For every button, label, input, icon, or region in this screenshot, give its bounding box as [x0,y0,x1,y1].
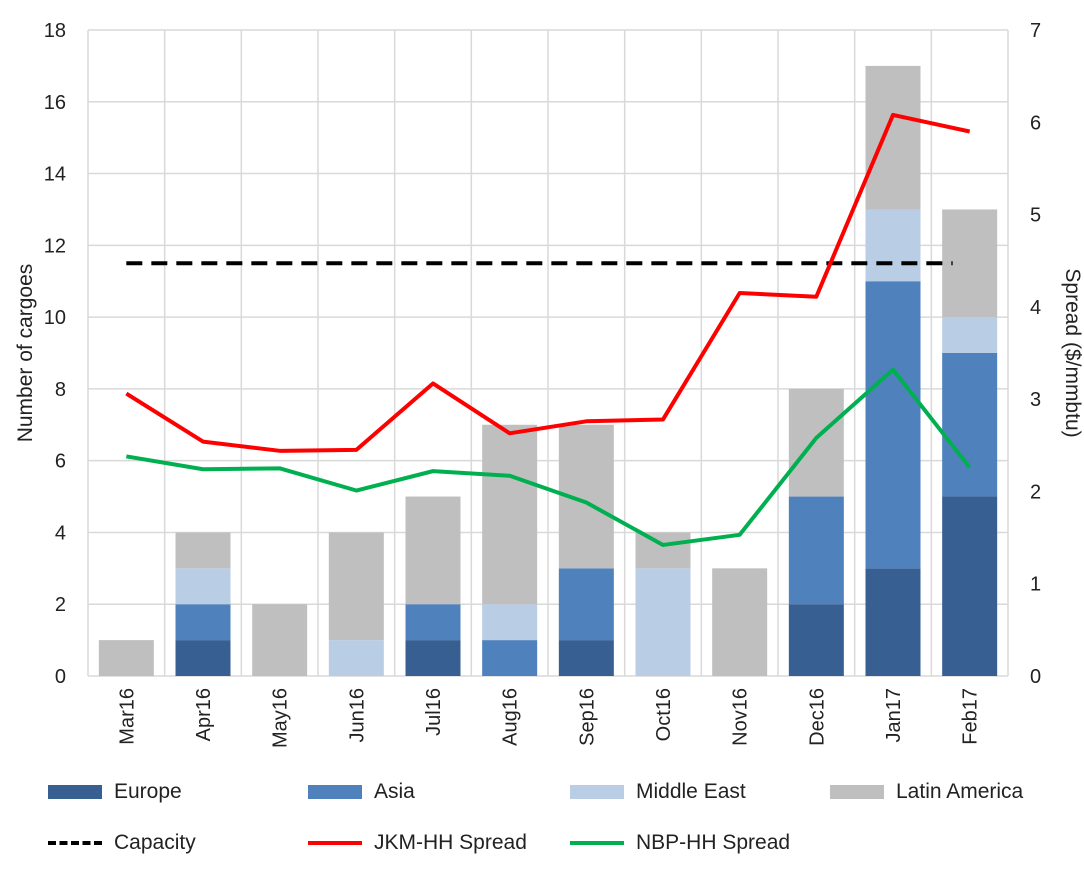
bar-asia [175,604,231,641]
y-tick-label: 6 [55,451,66,473]
y-tick-label: 14 [44,164,66,186]
bar-latin-america [635,532,691,569]
y2-tick-label: 3 [1030,389,1041,411]
x-tick-label: Jan17 [883,688,905,743]
bar-middle-east [635,568,691,676]
legend-item: Asia [308,780,415,804]
x-tick-label: Jul16 [423,688,445,736]
bar-latin-america [405,496,461,605]
bar-middle-east [942,317,998,353]
bar-latin-america [175,532,231,569]
legend-label: Latin America [896,780,1024,803]
y-tick-label: 16 [44,92,66,114]
y-tick-label: 0 [55,666,66,688]
legend-marker [570,841,624,845]
bar-latin-america [942,209,998,318]
y2-tick-label: 5 [1030,205,1041,227]
y2-tick-label: 6 [1030,112,1041,134]
bar-middle-east [328,640,384,676]
bar-asia [788,496,844,605]
bar-asia [405,604,461,641]
legend-label: NBP-HH Spread [636,831,791,854]
legend-marker [48,785,102,799]
bar-asia [482,640,538,676]
y-axis-title: Number of cargoes [14,264,37,443]
bar-middle-east [482,604,538,641]
y-tick-label: 12 [44,235,66,257]
x-tick-label: Feb17 [960,688,982,745]
bar-europe [788,604,844,676]
legend-label: Europe [114,780,182,803]
bar-latin-america [98,640,154,676]
bar-europe [865,568,921,676]
y-tick-label: 18 [44,20,66,42]
y2-axis-title: Spread ($/mmbtu) [1061,268,1084,437]
legend-marker [48,841,102,845]
x-tick-label: Dec16 [806,688,828,746]
x-tick-label: Jun16 [346,688,368,743]
bar-latin-america [788,388,844,497]
y-tick-label: 4 [55,522,66,544]
bar-asia [865,281,921,569]
bar-asia [558,568,614,641]
legend-item: Capacity [48,831,196,855]
bar-middle-east [175,568,231,605]
x-tick-label: Oct16 [653,688,675,741]
x-tick-label: Nov16 [730,688,752,746]
y2-tick-label: 0 [1030,666,1041,688]
bar-latin-america [252,604,308,676]
legend-item: Latin America [830,780,1023,804]
x-tick-label: May16 [270,688,292,748]
bar-latin-america [328,532,384,641]
legend-marker [308,841,362,845]
bar-middle-east [865,209,921,282]
y-tick-label: 8 [55,379,66,401]
y-tick-label: 2 [55,594,66,616]
y2-tick-label: 2 [1030,481,1041,503]
legend-marker [830,785,884,799]
legend-marker [570,785,624,799]
y2-tick-label: 4 [1030,297,1041,319]
legend-label: JKM-HH Spread [374,831,527,854]
x-tick-label: Aug16 [500,688,522,746]
legend-item: Middle East [570,780,746,804]
line-jkm-hh-spread [125,112,971,453]
legend-item: Europe [48,780,182,804]
bar-latin-america [712,568,768,676]
bar-asia [942,353,998,497]
x-tick-label: Sep16 [576,688,598,746]
bar-latin-america [865,65,921,210]
y2-tick-label: 7 [1030,20,1041,42]
legend-item: NBP-HH Spread [570,831,790,855]
legend-label: Capacity [114,831,196,854]
legend-marker [308,785,362,799]
y-tick-label: 10 [44,307,66,329]
bar-europe [942,496,998,676]
legend-label: Middle East [636,780,746,803]
legend-label: Asia [374,780,415,803]
x-tick-label: Mar16 [116,688,138,745]
bar-europe [175,640,231,676]
legend-item: JKM-HH Spread [308,831,527,855]
bar-europe [405,640,461,676]
bar-latin-america [482,424,538,605]
line-nbp-hh-spread [126,367,972,547]
x-tick-label: Apr16 [193,688,215,741]
bar-europe [558,640,614,676]
y2-tick-label: 1 [1030,574,1041,596]
